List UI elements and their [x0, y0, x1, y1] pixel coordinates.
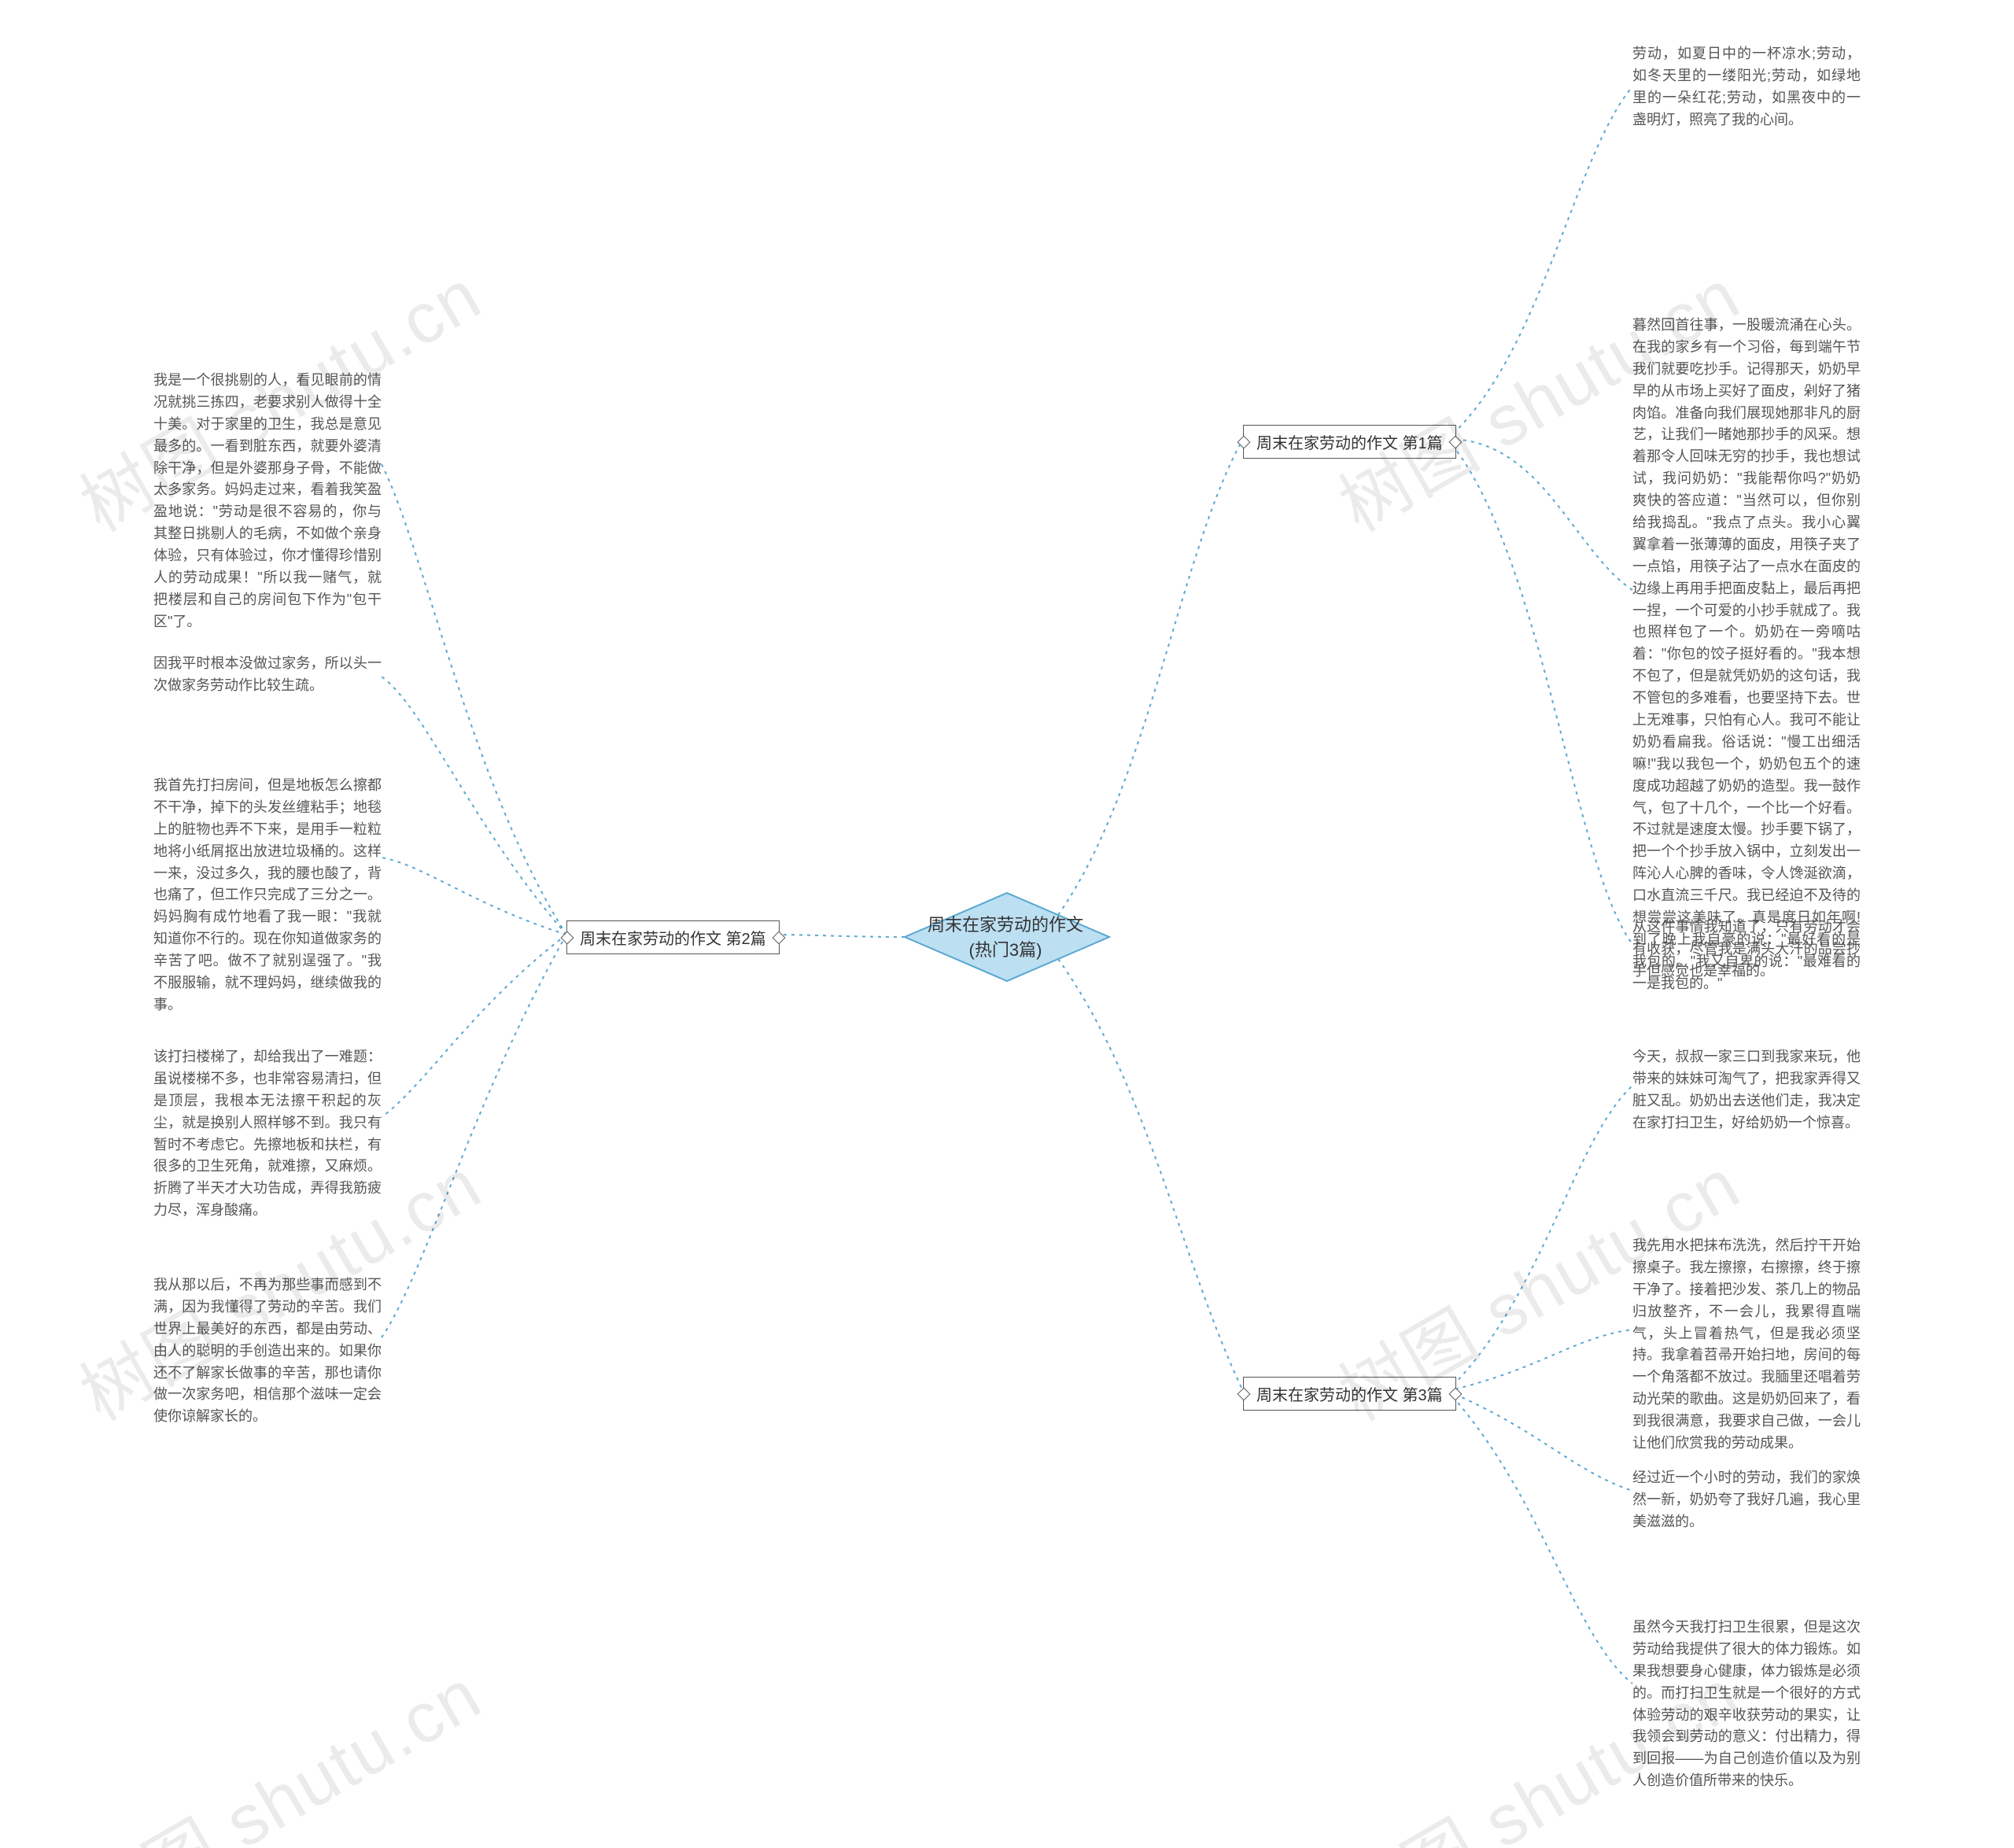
- edge-b1-l1: [1448, 87, 1632, 439]
- leaf-text: 该打扫楼梯了，却给我出了一难题：虽说楼梯不多，也非常容易清扫，但是顶层，我根本无…: [153, 1046, 382, 1222]
- edge-b3-l3: [1448, 1391, 1632, 1491]
- edge-center-b3: [1058, 959, 1243, 1391]
- leaf-text: 我是一个很挑剔的人，看见眼前的情况就挑三拣四，老要求别人做得十全十美。对于家里的…: [153, 370, 382, 633]
- leaf-text: 暮然回首往事，一股暖流涌在心头。在我的家乡有一个习俗，每到端午节我们就要吃抄手。…: [1632, 315, 1861, 995]
- watermark: 树图 shutu.cn: [59, 1639, 496, 1848]
- edge-b2-l4: [382, 935, 566, 1117]
- leaf-text: 虽然今天我打扫卫生很累，但是这次劳动给我提供了很大的体力锻炼。如果我想要身心健康…: [1632, 1617, 1861, 1792]
- branch-label: 周末在家劳动的作文 第2篇: [580, 931, 766, 948]
- leaf-text: 今天，叔叔一家三口到我家来玩，他带来的妹妹可淘气了，把我家弄得又脏又乱。奶奶出去…: [1632, 1046, 1861, 1134]
- edge-b3-l1: [1448, 1086, 1632, 1391]
- mindmap-canvas: { "center": { "title": "周末在家劳动的作文(热门3篇)"…: [0, 0, 2014, 1848]
- leaf-text: 从这件事情我知道了，只有劳动才会有收获，尽管我是满头大汗的品尝抄手但感觉也是幸福…: [1632, 917, 1861, 983]
- edge-b2-l3: [382, 858, 566, 935]
- center-node[interactable]: 周末在家劳动的作文(热门3篇): [903, 893, 1108, 979]
- branch-label: 周末在家劳动的作文 第1篇: [1256, 435, 1443, 452]
- edge-b2-l2: [382, 677, 566, 935]
- edge-center-b1: [1058, 439, 1243, 915]
- edge-b2-l1: [382, 464, 566, 935]
- edge-b1-l3: [1448, 439, 1632, 944]
- edge-b3-l2: [1448, 1330, 1632, 1391]
- branch-node-3[interactable]: 周末在家劳动的作文 第3篇: [1243, 1377, 1456, 1411]
- leaf-text: 经过近一个小时的劳动，我们的家焕然一新，奶奶夸了我好几遍，我心里美滋滋的。: [1632, 1467, 1861, 1533]
- leaf-text: 我首先打扫房间，但是地板怎么擦都不干净，掉下的头发丝缠粘手；地毯上的脏物也弄不下…: [153, 775, 382, 1016]
- edge-b3-l4: [1448, 1391, 1632, 1684]
- edge-b2-l5: [382, 935, 566, 1337]
- leaf-text: 劳动，如夏日中的一杯凉水;劳动，如冬天里的一缕阳光;劳动，如绿地里的一朵红花;劳…: [1632, 43, 1861, 131]
- edge-center-b2: [771, 935, 905, 937]
- center-title: 周末在家劳动的作文(热门3篇): [927, 911, 1084, 961]
- branch-node-1[interactable]: 周末在家劳动的作文 第1篇: [1243, 425, 1456, 459]
- branch-node-2[interactable]: 周末在家劳动的作文 第2篇: [566, 920, 780, 954]
- edge-b1-l2: [1448, 439, 1632, 590]
- leaf-text: 我先用水把抹布洗洗，然后拧干开始擦桌子。我左擦擦，右擦擦，终于擦干净了。接着把沙…: [1632, 1235, 1861, 1455]
- leaf-text: 我从那以后，不再为那些事而感到不满，因为我懂得了劳动的辛苦。我们世界上最美好的东…: [153, 1274, 382, 1428]
- branch-label: 周末在家劳动的作文 第3篇: [1256, 1387, 1443, 1404]
- leaf-text: 因我平时根本没做过家务，所以头一次做家务劳动作比较生疏。: [153, 653, 382, 697]
